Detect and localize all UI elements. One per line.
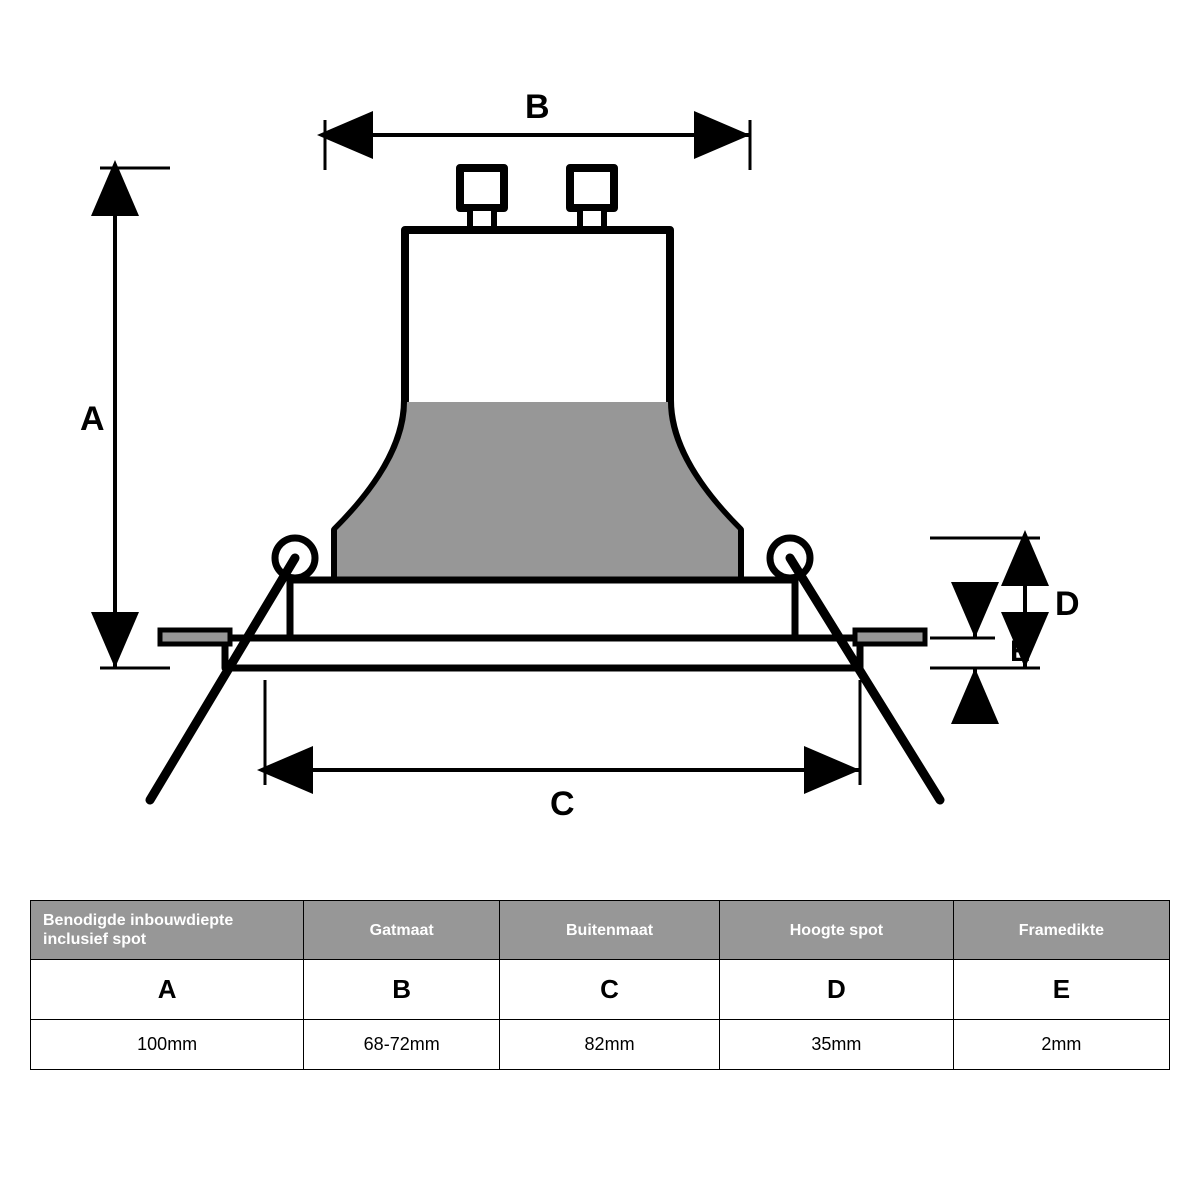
dim-label-A: A — [80, 400, 105, 439]
header-B: Gatmaat — [304, 901, 500, 960]
value-C: 82mm — [500, 1020, 720, 1070]
letter-C: C — [500, 960, 720, 1020]
spec-table: Benodigde inbouwdiepte inclusief spot Ga… — [30, 900, 1170, 1070]
dim-label-E: E — [1010, 635, 1030, 669]
header-A: Benodigde inbouwdiepte inclusief spot — [31, 901, 304, 960]
letter-D: D — [720, 960, 954, 1020]
value-B: 68-72mm — [304, 1020, 500, 1070]
value-A: 100mm — [31, 1020, 304, 1070]
table-letter-row: A B C D E — [31, 960, 1170, 1020]
dim-label-C: C — [550, 785, 575, 824]
value-E: 2mm — [953, 1020, 1169, 1070]
dim-label-D: D — [1055, 585, 1080, 624]
header-C: Buitenmaat — [500, 901, 720, 960]
table-header-row: Benodigde inbouwdiepte inclusief spot Ga… — [31, 901, 1170, 960]
letter-E: E — [953, 960, 1169, 1020]
diagram-svg — [60, 40, 1140, 860]
value-D: 35mm — [720, 1020, 954, 1070]
technical-diagram: A B C D E — [60, 40, 1140, 860]
header-E: Framedikte — [953, 901, 1169, 960]
letter-B: B — [304, 960, 500, 1020]
dim-label-B: B — [525, 88, 550, 127]
header-D: Hoogte spot — [720, 901, 954, 960]
table-value-row: 100mm 68-72mm 82mm 35mm 2mm — [31, 1020, 1170, 1070]
letter-A: A — [31, 960, 304, 1020]
